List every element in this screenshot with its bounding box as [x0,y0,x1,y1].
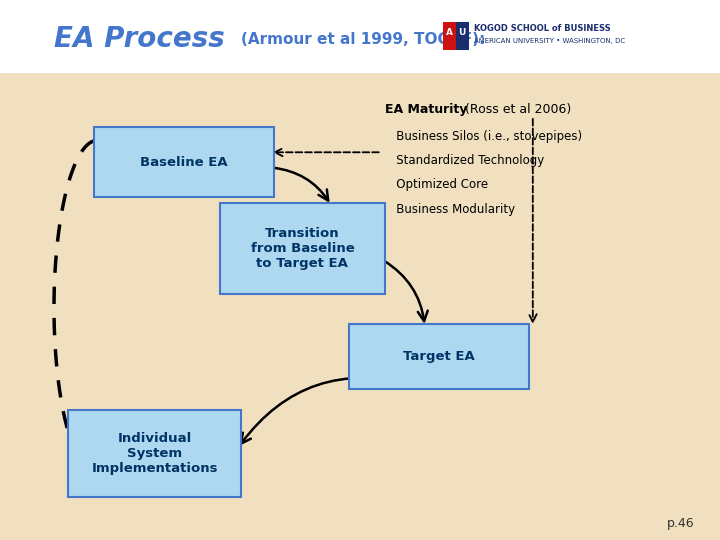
Text: Transition
from Baseline
to Target EA: Transition from Baseline to Target EA [251,227,354,270]
Text: Baseline EA: Baseline EA [140,156,228,168]
FancyBboxPatch shape [94,127,274,197]
Text: (Armour et al 1999, TOGAF):: (Armour et al 1999, TOGAF): [241,32,485,47]
FancyBboxPatch shape [220,202,385,294]
FancyBboxPatch shape [443,22,456,50]
Text: AMERICAN UNIVERSITY • WASHINGTON, DC: AMERICAN UNIVERSITY • WASHINGTON, DC [474,37,625,44]
Text: (Ross et al 2006): (Ross et al 2006) [461,103,571,116]
Text: EA Process: EA Process [54,25,225,53]
Text: U: U [459,29,466,37]
Text: Target EA: Target EA [403,350,475,363]
Text: A: A [446,29,453,37]
FancyBboxPatch shape [349,324,529,389]
Text: Business Modularity: Business Modularity [385,202,516,215]
Text: Business Silos (i.e., stovepipes): Business Silos (i.e., stovepipes) [385,130,582,143]
FancyBboxPatch shape [456,22,469,50]
Text: Optimized Core: Optimized Core [385,178,488,191]
FancyBboxPatch shape [68,410,241,497]
Text: p.46: p.46 [667,517,695,530]
FancyBboxPatch shape [0,0,720,73]
Text: KOGOD SCHOOL of BUSINESS: KOGOD SCHOOL of BUSINESS [474,24,611,33]
Text: Individual
System
Implementations: Individual System Implementations [91,432,218,475]
Text: EA Maturity: EA Maturity [385,103,467,116]
Text: Standardized Technology: Standardized Technology [385,154,544,167]
